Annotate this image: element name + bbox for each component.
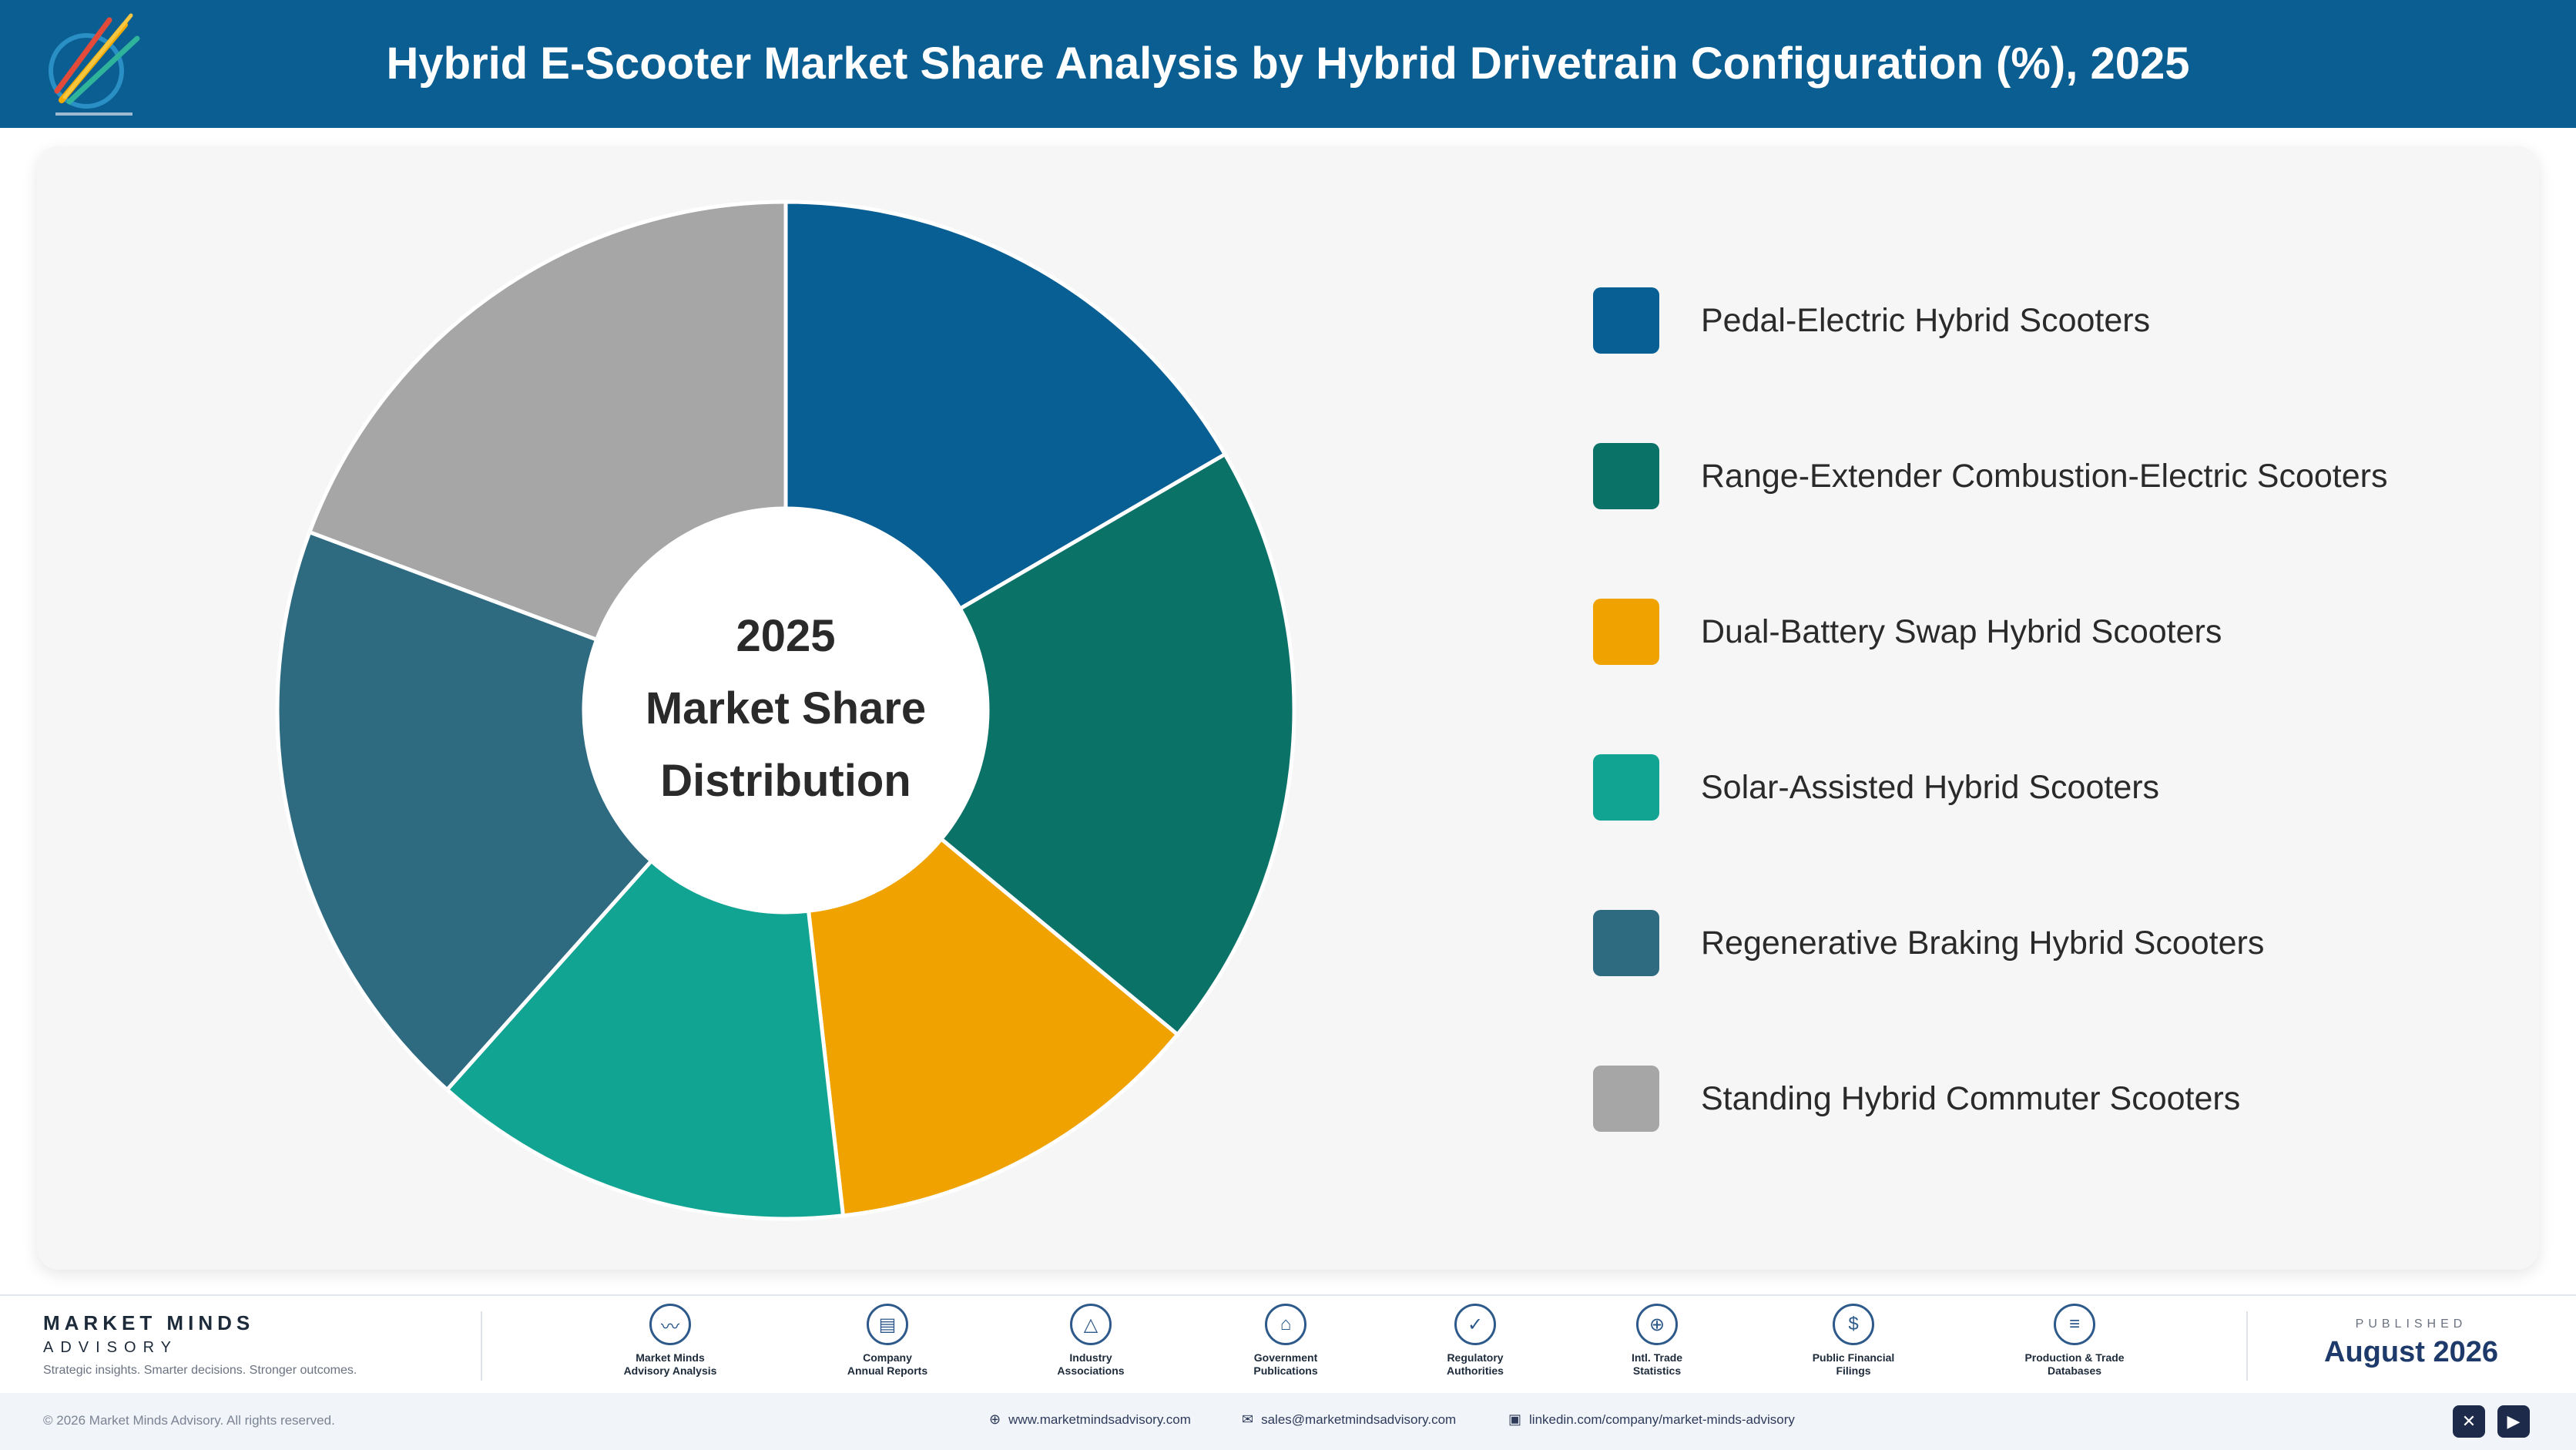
legend-item: Standing Hybrid Commuter Scooters <box>1593 1065 2240 1133</box>
legend-swatch <box>1593 443 1659 509</box>
source-item: ≡ Production & Trade Databases <box>1997 1304 2152 1378</box>
center-label: 2025 <box>736 611 835 661</box>
legend-label: Solar-Assisted Hybrid Scooters <box>1701 768 2160 806</box>
shield-check-icon: ✓ <box>1454 1304 1496 1345</box>
header-bar: Hybrid E-Scooter Market Share Analysis b… <box>0 0 2576 128</box>
source-label: Intl. Trade Statistics <box>1631 1351 1683 1377</box>
pie-slice <box>938 451 1296 1038</box>
mail-icon: ✉ <box>1242 1411 1254 1427</box>
copyright-text: © 2026 Market Minds Advisory. All rights… <box>43 1413 335 1428</box>
source-label: Industry Associations <box>1057 1351 1125 1377</box>
brand-tagline: Strategic insights. Smarter decisions. S… <box>43 1364 357 1377</box>
source-item: ⊕ Intl. Trade Statistics <box>1580 1304 1734 1378</box>
source-label: Regulatory Authorities <box>1447 1351 1504 1377</box>
legend-label: Regenerative Braking Hybrid Scooters <box>1701 924 2265 962</box>
legend-label: Pedal-Electric Hybrid Scooters <box>1701 301 2151 339</box>
footer-divider <box>481 1311 482 1381</box>
pie-slice <box>444 858 846 1221</box>
source-item: △ Industry Associations <box>1014 1304 1168 1378</box>
pie-slice <box>275 529 655 1093</box>
linkedin-icon: ▣ <box>1508 1411 1522 1427</box>
source-label: Government Publications <box>1253 1351 1318 1377</box>
legend-swatch <box>1593 1066 1659 1132</box>
donut-center <box>585 510 986 911</box>
dollar-coin-icon: $ <box>1833 1304 1874 1345</box>
email-link[interactable]: ✉ sales@marketmindsadvisory.com <box>1242 1411 1456 1428</box>
legend-swatch <box>1593 287 1659 354</box>
published-label: PUBLISHED <box>2355 1317 2467 1331</box>
legend-item: Pedal-Electric Hybrid Scooters <box>1593 287 2150 354</box>
legend-item: Dual-Battery Swap Hybrid Scooters <box>1593 598 2222 666</box>
brand-name: MARKET MINDS <box>43 1311 255 1334</box>
legend-item: Range-Extender Combustion-Electric Scoot… <box>1593 442 2387 510</box>
globe-icon: ⊕ <box>1636 1304 1678 1345</box>
globe-icon: ⊕ <box>989 1411 1001 1427</box>
legend-swatch <box>1593 599 1659 665</box>
legend-swatch <box>1593 910 1659 976</box>
website-text: www.marketmindsadvisory.com <box>1008 1411 1191 1427</box>
source-label: Company Annual Reports <box>847 1351 928 1377</box>
source-label: Market Minds Advisory Analysis <box>623 1351 717 1377</box>
footer: MARKET MINDS ADVISORY Strategic insights… <box>0 1294 2576 1393</box>
chart-card: 2025 Market Share Distribution Pedal-Elect… <box>37 146 2539 1270</box>
legend-swatch <box>1593 754 1659 821</box>
x-social-button[interactable]: ✕ <box>2453 1405 2485 1438</box>
legend-label: Range-Extender Combustion-Electric Scoot… <box>1701 457 2388 495</box>
linkedin-link[interactable]: ▣ linkedin.com/company/market-minds-advi… <box>1508 1411 1795 1428</box>
document-icon: ▤ <box>867 1304 908 1345</box>
youtube-social-button[interactable]: ▶ <box>2497 1405 2530 1438</box>
legend-label: Standing Hybrid Commuter Scooters <box>1701 1079 2241 1117</box>
bottom-bar: © 2026 Market Minds Advisory. All rights… <box>0 1393 2576 1450</box>
center-label: Distribution <box>660 756 911 806</box>
linkedin-text: linkedin.com/company/market-minds-adviso… <box>1529 1411 1795 1427</box>
legend-label: Dual-Battery Swap Hybrid Scooters <box>1701 613 2222 650</box>
youtube-icon: ▶ <box>2507 1411 2521 1431</box>
source-label: Production & Trade Databases <box>2024 1351 2125 1377</box>
page-title: Hybrid E-Scooter Market Share Analysis b… <box>386 39 2190 89</box>
footer-divider <box>2246 1311 2248 1381</box>
database-icon: ≡ <box>2054 1304 2095 1345</box>
x-icon: ✕ <box>2461 1411 2477 1431</box>
pie-slice <box>783 200 1228 612</box>
source-item: ⌂ Government Publications <box>1209 1304 1363 1378</box>
chart-line-icon: 〰 <box>649 1304 691 1345</box>
company-logo <box>49 13 140 116</box>
source-item: ✓ Regulatory Authorities <box>1398 1304 1552 1378</box>
source-label: Public Financial Filings <box>1812 1351 1895 1377</box>
source-item: $ Public Financial Filings <box>1776 1304 1930 1378</box>
pie-slice <box>307 200 788 643</box>
website-link[interactable]: ⊕ www.marketmindsadvisory.com <box>989 1411 1191 1428</box>
center-label: Market Share <box>646 683 926 733</box>
pie-slice <box>806 836 1181 1218</box>
source-item: ▤ Company Annual Reports <box>810 1304 964 1378</box>
government-building-icon: ⌂ <box>1265 1304 1306 1345</box>
email-text: sales@marketmindsadvisory.com <box>1261 1411 1457 1427</box>
source-item: 〰 Market Minds Advisory Analysis <box>593 1304 747 1378</box>
legend-item: Regenerative Braking Hybrid Scooters <box>1593 909 2264 977</box>
network-icon: △ <box>1070 1304 1112 1345</box>
donut-chart: 2025 Market Share Distribution <box>275 200 1296 1221</box>
brand-subtitle: ADVISORY <box>43 1339 178 1356</box>
legend-item: Solar-Assisted Hybrid Scooters <box>1593 754 2159 821</box>
published-date: August 2026 <box>2324 1336 2498 1368</box>
